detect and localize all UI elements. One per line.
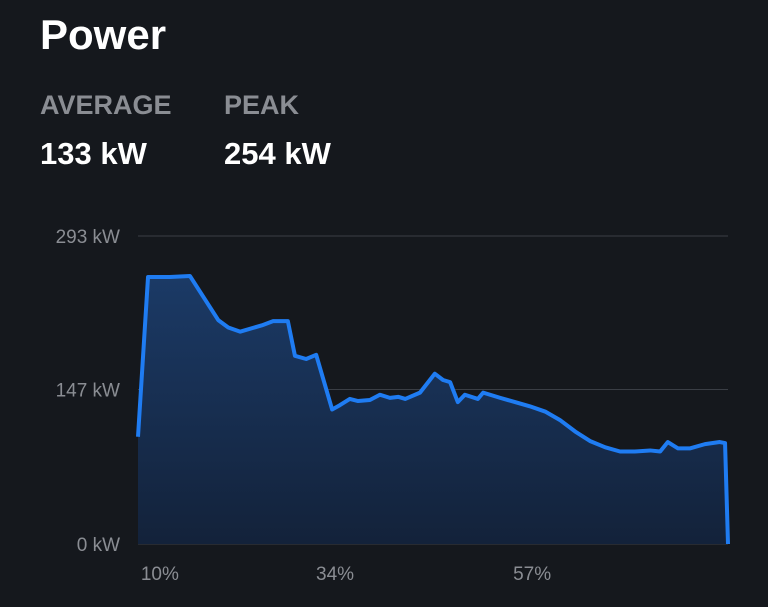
stat-label: PEAK [224, 90, 300, 120]
stat-value: 254 kW [224, 136, 332, 171]
stat-value: 133 kW [40, 136, 148, 171]
x-tick-label: 34% [316, 564, 354, 585]
y-tick-label: 0 kW [77, 535, 120, 556]
area-fill [138, 275, 728, 544]
y-tick-label: 293 kW [56, 227, 120, 248]
x-tick-label: 57% [513, 564, 551, 585]
stat-label: AVERAGE [40, 90, 172, 120]
area-line [136, 273, 730, 545]
x-tick-label: 10% [141, 564, 179, 585]
title: Power [40, 11, 166, 58]
y-tick-label: 147 kW [56, 380, 120, 401]
